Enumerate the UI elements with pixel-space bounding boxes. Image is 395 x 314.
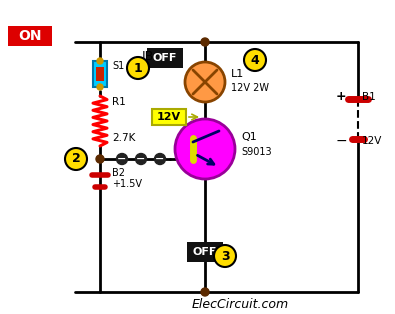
Text: Q1: Q1 bbox=[241, 132, 257, 142]
Text: 3: 3 bbox=[221, 250, 229, 263]
Text: OFF: OFF bbox=[193, 247, 217, 257]
Circle shape bbox=[214, 245, 236, 267]
Circle shape bbox=[97, 58, 103, 64]
Text: B2: B2 bbox=[112, 168, 125, 178]
Text: S1: S1 bbox=[112, 61, 124, 71]
Text: L1: L1 bbox=[231, 69, 244, 79]
Text: 12V: 12V bbox=[362, 136, 382, 146]
Text: 12V: 12V bbox=[157, 112, 181, 122]
Circle shape bbox=[244, 49, 266, 71]
Text: −: − bbox=[155, 154, 165, 164]
Text: 2.7K: 2.7K bbox=[112, 133, 135, 143]
Circle shape bbox=[201, 38, 209, 46]
Text: −: − bbox=[117, 154, 127, 164]
Text: +1.5V: +1.5V bbox=[112, 179, 142, 189]
Circle shape bbox=[154, 154, 166, 165]
Circle shape bbox=[175, 119, 235, 179]
Circle shape bbox=[97, 84, 103, 90]
Text: ElecCircuit.com: ElecCircuit.com bbox=[192, 297, 289, 311]
Text: 4: 4 bbox=[250, 53, 260, 67]
Text: 1: 1 bbox=[134, 62, 142, 74]
Circle shape bbox=[185, 62, 225, 102]
Text: OFF: OFF bbox=[153, 53, 177, 63]
Text: B1: B1 bbox=[362, 92, 376, 102]
Text: −: − bbox=[136, 154, 146, 164]
Text: S9013: S9013 bbox=[241, 147, 272, 157]
Circle shape bbox=[135, 154, 147, 165]
Text: IB: IB bbox=[142, 50, 154, 62]
Circle shape bbox=[117, 154, 128, 165]
Text: +: + bbox=[336, 90, 347, 104]
Text: R1: R1 bbox=[112, 97, 126, 107]
Bar bbox=[93, 61, 107, 87]
Circle shape bbox=[96, 155, 104, 163]
Text: 12V 2W: 12V 2W bbox=[231, 83, 269, 93]
Bar bbox=[187, 242, 223, 262]
Text: 2: 2 bbox=[71, 153, 80, 165]
Bar bbox=[96, 67, 104, 81]
Text: ON: ON bbox=[18, 29, 42, 43]
Circle shape bbox=[65, 148, 87, 170]
Text: −: − bbox=[336, 134, 348, 148]
Bar bbox=[152, 109, 186, 125]
Bar bbox=[8, 26, 52, 46]
Circle shape bbox=[201, 288, 209, 296]
Circle shape bbox=[127, 57, 149, 79]
Bar bbox=[147, 48, 183, 68]
